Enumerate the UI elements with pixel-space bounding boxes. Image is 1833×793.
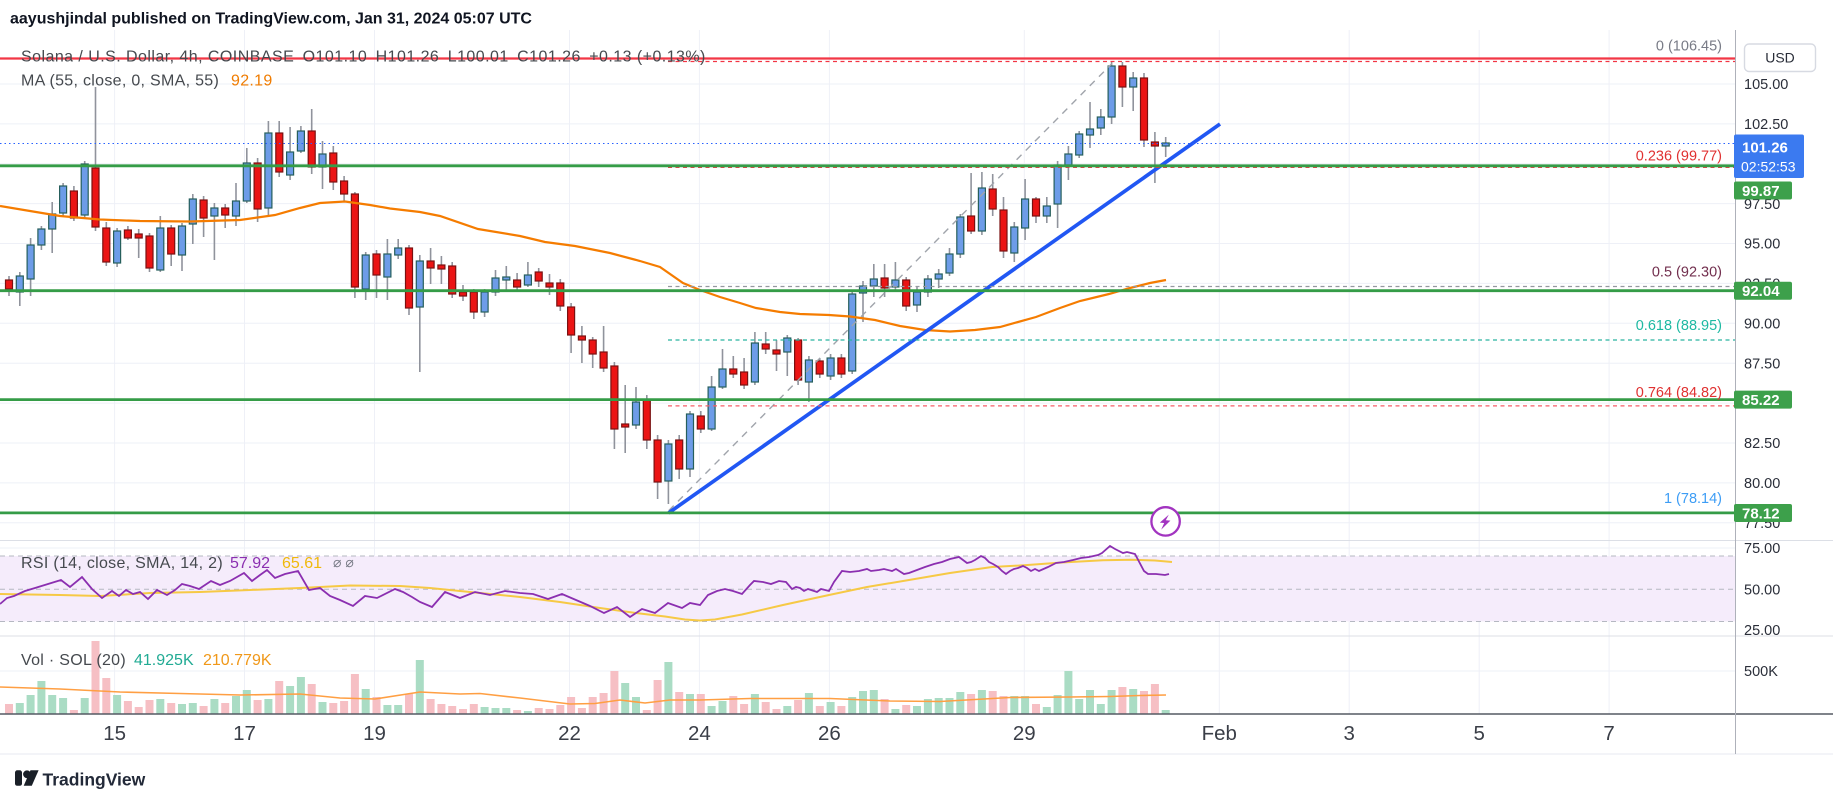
svg-text:Feb: Feb: [1202, 722, 1237, 745]
svg-text:29: 29: [1013, 722, 1036, 745]
svg-text:MA (55, close, 0, SMA, 55): MA (55, close, 0, SMA, 55): [21, 72, 219, 89]
svg-text:41.925K: 41.925K: [134, 652, 194, 669]
svg-text:15: 15: [103, 722, 126, 745]
svg-text:85.22: 85.22: [1742, 392, 1780, 409]
svg-text:0.764 (84.82): 0.764 (84.82): [1636, 385, 1722, 401]
svg-text:0.5 (92.30): 0.5 (92.30): [1652, 265, 1722, 281]
svg-text:17: 17: [233, 722, 256, 745]
svg-text:210.779K: 210.779K: [203, 652, 272, 669]
svg-text:aayushjindal published on Trad: aayushjindal published on TradingView.co…: [10, 11, 532, 28]
svg-text:92.19: 92.19: [231, 72, 273, 89]
svg-text:19: 19: [363, 722, 386, 745]
svg-text:0.236 (99.77): 0.236 (99.77): [1636, 149, 1722, 165]
svg-text:57.92: 57.92: [230, 555, 270, 572]
svg-text:Solana / U.S. Dollar, 4h, COIN: Solana / U.S. Dollar, 4h, COINBASE O101.…: [21, 49, 706, 66]
svg-text:101.26: 101.26: [1742, 140, 1788, 157]
svg-text:97.50: 97.50: [1744, 197, 1780, 213]
svg-text:USD: USD: [1765, 50, 1795, 66]
svg-text:95.00: 95.00: [1744, 237, 1780, 253]
svg-text:82.50: 82.50: [1744, 436, 1780, 452]
svg-text:0.618 (88.95): 0.618 (88.95): [1636, 318, 1722, 334]
svg-text:50.00: 50.00: [1744, 583, 1780, 599]
svg-text:87.50: 87.50: [1744, 356, 1780, 372]
svg-text:90.00: 90.00: [1744, 317, 1780, 333]
svg-text:500K: 500K: [1744, 664, 1778, 680]
svg-text:75.00: 75.00: [1744, 541, 1780, 557]
svg-text:TradingView: TradingView: [43, 769, 146, 789]
svg-text:26: 26: [818, 722, 841, 745]
svg-text:80.00: 80.00: [1744, 476, 1780, 492]
svg-text:7: 7: [1603, 722, 1614, 745]
svg-text:102.50: 102.50: [1744, 117, 1788, 133]
svg-text:22: 22: [558, 722, 581, 745]
svg-text:24: 24: [688, 722, 711, 745]
svg-text:02:52:53: 02:52:53: [1741, 159, 1796, 175]
svg-text:105.00: 105.00: [1744, 77, 1788, 93]
svg-text:Vol · SOL (20): Vol · SOL (20): [21, 652, 126, 669]
svg-text:⌀ ⌀: ⌀ ⌀: [333, 554, 354, 570]
svg-text:1 (78.14): 1 (78.14): [1664, 491, 1722, 507]
svg-text:92.04: 92.04: [1742, 283, 1780, 300]
svg-text:3: 3: [1343, 722, 1354, 745]
svg-text:99.87: 99.87: [1742, 183, 1780, 200]
svg-text:RSI (14, close, SMA, 14, 2): RSI (14, close, SMA, 14, 2): [21, 555, 223, 572]
svg-text:65.61: 65.61: [282, 555, 322, 572]
svg-text:25.00: 25.00: [1744, 623, 1780, 639]
svg-text:5: 5: [1473, 722, 1484, 745]
svg-text:0 (106.45): 0 (106.45): [1656, 39, 1722, 55]
svg-text:78.12: 78.12: [1742, 505, 1780, 522]
